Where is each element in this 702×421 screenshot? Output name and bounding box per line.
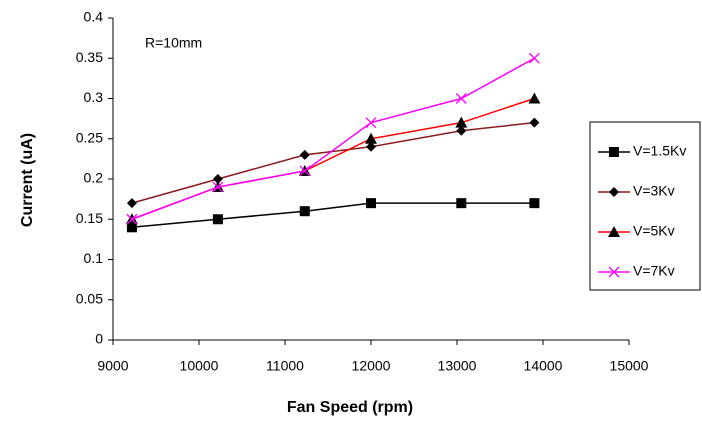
y-axis-title: Current (uA) <box>19 133 36 227</box>
series-line <box>131 202 535 229</box>
legend-label: V=5Kv <box>633 223 675 239</box>
marker <box>529 117 540 128</box>
legend-marker <box>609 147 619 157</box>
marker <box>528 52 540 64</box>
legend-label: V=7Kv <box>633 263 675 279</box>
marker <box>126 198 137 209</box>
marker <box>529 198 540 209</box>
marker <box>366 141 376 152</box>
marker <box>455 116 468 128</box>
marker <box>365 117 377 129</box>
y-tick-label: 0.1 <box>84 250 104 266</box>
x-tick-label: 13000 <box>438 358 477 374</box>
y-tick-label: 0.35 <box>76 49 103 65</box>
y-tick-label: 0.4 <box>84 9 104 25</box>
legend-marker <box>608 226 620 237</box>
y-tick-label: 0.2 <box>84 170 104 186</box>
marker <box>528 92 541 104</box>
series-line <box>131 121 535 204</box>
x-tick-label: 10000 <box>180 358 219 374</box>
marker <box>366 198 376 209</box>
y-tick-label: 0.05 <box>76 290 103 306</box>
marker <box>299 165 311 177</box>
x-tick-label: 12000 <box>352 358 391 374</box>
marker <box>456 125 467 136</box>
y-tick-label: 0.3 <box>84 89 104 105</box>
marker <box>365 132 377 144</box>
series-line <box>131 97 535 220</box>
marker <box>456 198 467 209</box>
x-tick-label: 11000 <box>266 358 304 374</box>
x-tick-label: 9000 <box>97 358 128 374</box>
marker <box>299 149 310 160</box>
legend-box <box>589 121 701 291</box>
legend-marker <box>608 266 620 278</box>
marker <box>212 214 223 225</box>
legend-marker <box>609 187 619 197</box>
marker <box>126 222 137 233</box>
marker <box>212 174 223 184</box>
x-tick-label: 14000 <box>524 358 563 374</box>
marker <box>126 213 138 225</box>
legend-label: V=1.5Kv <box>633 143 686 159</box>
y-tick-label: 0.25 <box>76 129 103 145</box>
marker <box>212 181 224 193</box>
y-tick-label: 0 <box>95 331 103 347</box>
series-line <box>131 57 535 220</box>
marker <box>455 93 467 104</box>
legend-label: V=3Kv <box>633 183 675 199</box>
x-axis-title: Fan Speed (rpm) <box>287 399 413 416</box>
marker <box>299 206 310 217</box>
x-tick-label: 15000 <box>610 358 649 374</box>
y-tick-label: 0.15 <box>76 210 103 226</box>
annotation: R=10mm <box>145 35 202 51</box>
